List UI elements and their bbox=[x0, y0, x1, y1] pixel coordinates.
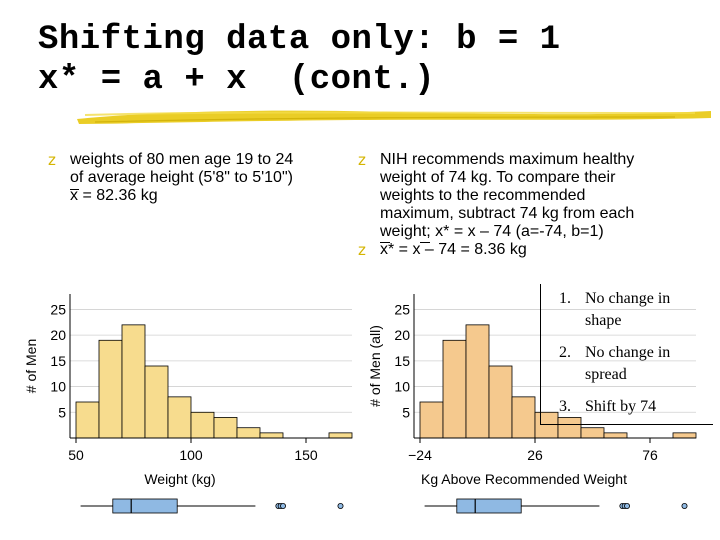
bullet-text: NIH recommends maximum healthy weight of… bbox=[380, 151, 635, 240]
y-tick-label: 25 bbox=[394, 301, 410, 317]
conclusion-list: 1. No change in shape 2. No change in sp… bbox=[540, 284, 713, 425]
z-bullet-icon: z bbox=[358, 241, 366, 259]
x-axis-label: Weight (kg) bbox=[144, 471, 215, 487]
y-tick-label: 20 bbox=[50, 327, 66, 343]
x-tick-label: 50 bbox=[68, 447, 84, 463]
y-axis-label: # of Men (all) bbox=[367, 325, 383, 407]
y-axis-label: # of Men bbox=[23, 339, 39, 393]
x-tick-label: 26 bbox=[527, 447, 543, 463]
histogram-bar bbox=[442, 339, 467, 439]
histogram-bar bbox=[213, 417, 238, 439]
kg-above-recommended-histogram-chart: 5 10 15 20 25 −24 26 76 Kg Above Recommended Wei… bbox=[367, 294, 697, 514]
right-bullet-list: z NIH recommends maximum healthy weight … bbox=[358, 151, 698, 259]
boxplot-box bbox=[456, 498, 522, 514]
list-item: 1. No change in shape bbox=[541, 284, 713, 332]
histogram-bar bbox=[603, 432, 628, 439]
list-item: 2. No change in spread bbox=[541, 332, 713, 386]
histogram-bar bbox=[465, 324, 490, 439]
x-star-bar-overline bbox=[380, 242, 390, 243]
y-tick-label: 5 bbox=[402, 404, 410, 420]
list-number: 1. bbox=[559, 290, 571, 307]
y-tick-label: 10 bbox=[50, 379, 66, 395]
x-tick-label: 150 bbox=[294, 447, 318, 463]
histogram-bar bbox=[98, 339, 123, 439]
title-line-2: x* = a + x (cont.) bbox=[38, 61, 436, 99]
histogram-bar bbox=[328, 432, 353, 439]
boxplot-box bbox=[112, 498, 178, 514]
slide-title: Shifting data only: b = 1 x* = a + x (co… bbox=[38, 20, 561, 100]
y-tick-label: 20 bbox=[394, 327, 410, 343]
histogram-bar bbox=[580, 427, 605, 439]
histogram-bar bbox=[236, 427, 261, 439]
histogram-bar bbox=[167, 396, 192, 439]
x-tick-label: 100 bbox=[179, 447, 203, 463]
z-bullet-icon: z bbox=[358, 151, 366, 169]
y-tick-label: 15 bbox=[50, 353, 66, 369]
list-text: No change in shape bbox=[585, 290, 671, 329]
boxplot-outlier bbox=[623, 502, 630, 509]
boxplot-outlier bbox=[681, 502, 688, 509]
left-bullet-list: z weights of 80 men age 19 to 24 of aver… bbox=[48, 151, 348, 205]
title-line-1: Shifting data only: b = 1 bbox=[38, 21, 561, 59]
list-item: z NIH recommends maximum healthy weight … bbox=[358, 151, 698, 241]
histogram-bar bbox=[121, 324, 146, 439]
y-tick-label: 15 bbox=[394, 353, 410, 369]
title-underline-brush bbox=[77, 110, 711, 124]
list-text: Shift by 74 bbox=[585, 398, 657, 415]
x-star-bar-overline bbox=[420, 242, 430, 243]
list-item: z x* = x – 74 = 8.36 kg bbox=[358, 241, 698, 259]
y-tick-label: 5 bbox=[58, 404, 66, 420]
x-tick-label: 76 bbox=[642, 447, 658, 463]
list-text: No change in spread bbox=[585, 344, 671, 383]
histogram-bar bbox=[190, 411, 215, 439]
list-number: 3. bbox=[559, 398, 571, 415]
histogram-bar bbox=[75, 401, 100, 439]
x-axis-label: Kg Above Recommended Weight bbox=[421, 471, 627, 487]
histogram-bar bbox=[488, 365, 513, 439]
list-item: 3. Shift by 74 bbox=[541, 386, 713, 424]
histogram-bar bbox=[419, 401, 444, 439]
list-item: z weights of 80 men age 19 to 24 of aver… bbox=[48, 151, 348, 205]
y-tick-label: 10 bbox=[394, 379, 410, 395]
bullet-text: weights of 80 men age 19 to 24 of averag… bbox=[70, 151, 294, 204]
histogram-bar bbox=[259, 432, 284, 439]
z-bullet-icon: z bbox=[48, 151, 56, 169]
list-number: 2. bbox=[559, 344, 571, 361]
histogram-bar bbox=[672, 432, 697, 439]
histogram-bar bbox=[511, 396, 536, 439]
x-tick-label: −24 bbox=[408, 447, 432, 463]
y-tick-label: 25 bbox=[50, 301, 66, 317]
histogram-bar bbox=[144, 365, 169, 439]
x-bar-overline bbox=[70, 189, 79, 190]
boxplot-outlier bbox=[337, 502, 344, 509]
boxplot-outlier bbox=[279, 502, 286, 509]
bullet-text: x* = x – 74 = 8.36 kg bbox=[380, 241, 527, 258]
weight-histogram-chart: 5 10 15 20 25 50 100 150 Weight (kg) # of Men bbox=[23, 294, 353, 514]
